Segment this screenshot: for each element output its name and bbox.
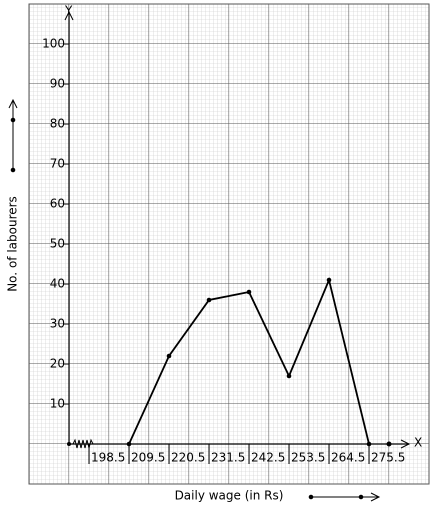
axis-break bbox=[72, 438, 94, 449]
graph-paper bbox=[28, 3, 430, 485]
point bbox=[366, 441, 372, 447]
y-tick-label: 50 bbox=[50, 237, 65, 251]
x-tick-label: 253.5 bbox=[291, 451, 325, 465]
y-tick-label: 30 bbox=[50, 317, 65, 331]
point bbox=[326, 277, 332, 283]
y-tick-label: 20 bbox=[50, 357, 65, 371]
x-tick-label: 220.5 bbox=[171, 451, 205, 465]
x-tick-label: 242.5 bbox=[251, 451, 285, 465]
point bbox=[206, 297, 212, 303]
y-tick-label: 60 bbox=[50, 197, 65, 211]
y-axis-label: No. of labourers bbox=[6, 196, 20, 292]
origin-dot bbox=[67, 442, 71, 446]
y-axis-name: Y bbox=[64, 4, 73, 18]
y-tick-label: 100 bbox=[42, 37, 65, 51]
y-tick-label: 40 bbox=[50, 277, 65, 291]
x-tick-label: 209.5 bbox=[131, 451, 165, 465]
x-axis-label: Daily wage (in Rs) bbox=[175, 489, 284, 503]
x-arrow bbox=[400, 439, 411, 449]
y-tick-label: 80 bbox=[50, 117, 65, 131]
point bbox=[286, 373, 292, 379]
y-tick-label: 90 bbox=[50, 77, 65, 91]
y-tick-label: 70 bbox=[50, 157, 65, 171]
y-tick-label: 10 bbox=[50, 397, 65, 411]
x-tick-label: 275.5 bbox=[371, 451, 405, 465]
x-tick-label: 231.5 bbox=[211, 451, 245, 465]
x-axis-name: X bbox=[414, 436, 422, 450]
point bbox=[166, 353, 172, 359]
point bbox=[126, 441, 132, 447]
y-arrow bbox=[64, 10, 74, 21]
point bbox=[246, 289, 252, 295]
x-tick-label: 198.5 bbox=[91, 451, 125, 465]
x-tick-label: 264.5 bbox=[331, 451, 365, 465]
direction-arrows bbox=[8, 98, 392, 502]
